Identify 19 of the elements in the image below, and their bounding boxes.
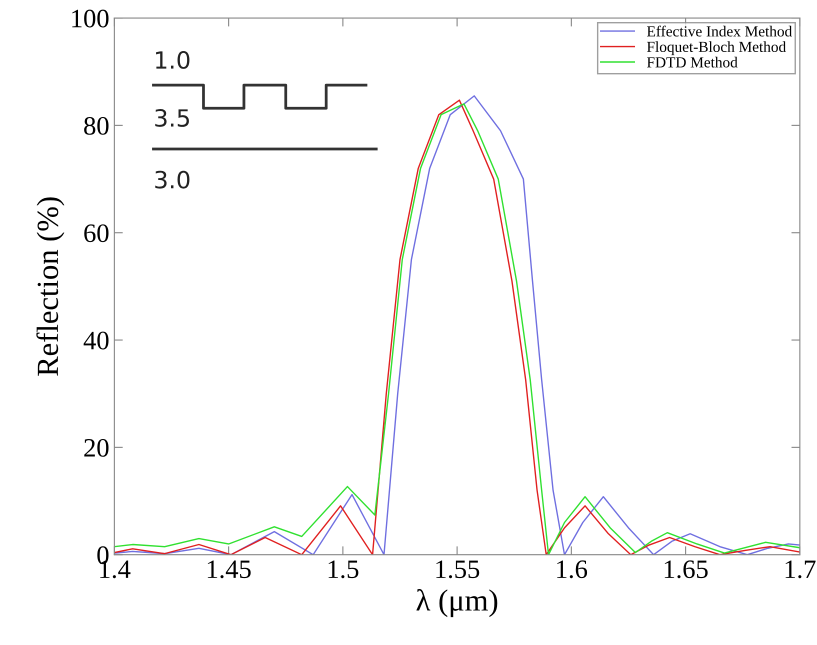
annotation: 3.0 bbox=[155, 170, 190, 189]
x-tick-label: 1.7 bbox=[786, 560, 816, 578]
x-tick-label: 1.45 bbox=[208, 560, 251, 578]
x-tick-label: 1.55 bbox=[436, 560, 480, 578]
x-axis-title: λ (μm) bbox=[416, 589, 498, 618]
y-tick-label: 80 bbox=[84, 116, 109, 135]
y-axis-title: Reflection (%) bbox=[36, 197, 64, 376]
y-tick-label: 60 bbox=[84, 224, 109, 242]
x-tick-label: 1.65 bbox=[664, 560, 708, 578]
x-tick-label: 1.6 bbox=[557, 560, 588, 578]
legend-label: FDTD Method bbox=[646, 56, 738, 68]
annotation: 1.0 bbox=[156, 51, 190, 69]
y-tick-label: 100 bbox=[72, 10, 109, 28]
y-tick-label: 40 bbox=[84, 332, 109, 350]
x-tick-label: 1.5 bbox=[328, 560, 358, 578]
annotation: 3.5 bbox=[155, 109, 189, 127]
y-tick-label: 20 bbox=[84, 438, 109, 457]
legend-label: Floquet-Bloch Method bbox=[646, 41, 786, 56]
legend-label: Effective Index Method bbox=[646, 26, 792, 37]
